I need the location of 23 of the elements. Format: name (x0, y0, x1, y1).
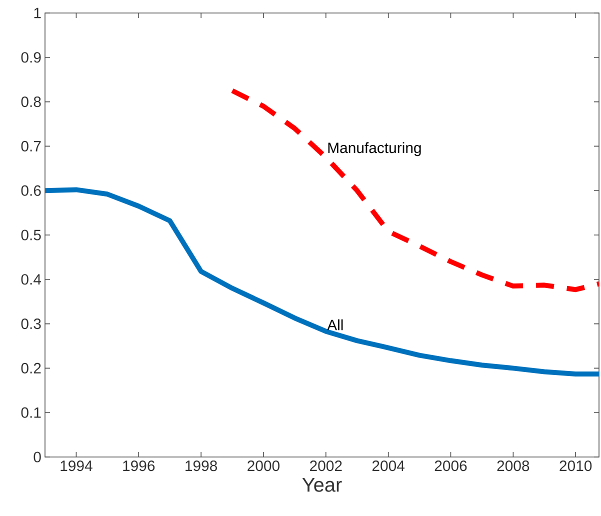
y-tick-label: 0.8 (21, 96, 41, 108)
x-tick-label: 1996 (123, 460, 155, 472)
y-tick-label: 0.5 (21, 230, 41, 240)
y-tick-label: 0.2 (21, 362, 41, 374)
series-label: All (327, 319, 343, 330)
y-tick-label: 0.3 (21, 318, 41, 330)
x-tick-label: 2000 (248, 460, 280, 472)
x-tick-label: 2006 (434, 460, 467, 472)
x-tick-label: 1998 (186, 460, 218, 472)
x-tick-label: 2008 (497, 460, 530, 472)
y-tick-label: 0 (34, 452, 41, 462)
x-tick-label: 2004 (372, 460, 405, 472)
x-tick-label: 2010 (560, 460, 592, 472)
x-axis-title: Year (302, 478, 342, 492)
series-label: Manufacturing (328, 142, 421, 156)
y-tick-label: 1 (34, 8, 41, 18)
y-tick-label: 0.1 (21, 407, 41, 418)
x-tick-label: 1994 (60, 460, 92, 472)
x-tick-label: 2002 (310, 460, 342, 472)
y-tick-label: 0.4 (21, 274, 42, 285)
y-tick-label: 0.9 (21, 52, 41, 63)
y-tick-label: 0.6 (21, 185, 41, 196)
y-tick-label: 0.7 (21, 140, 41, 152)
